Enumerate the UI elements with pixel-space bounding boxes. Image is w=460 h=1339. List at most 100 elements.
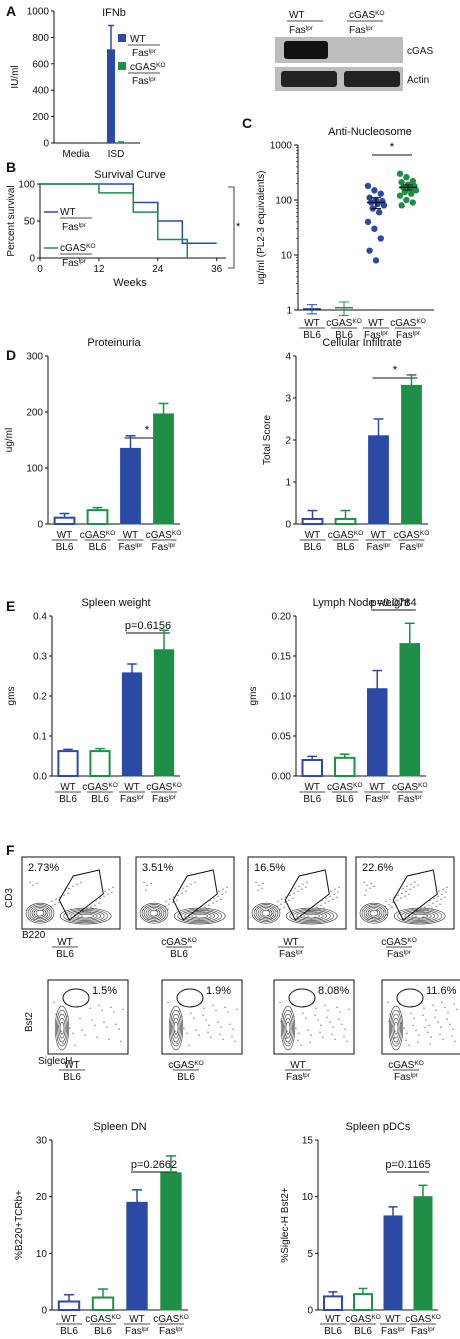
event-dot	[182, 887, 184, 889]
y-tick-label: 0.3	[33, 652, 47, 663]
contour	[171, 1013, 181, 1043]
event-dot	[234, 1040, 236, 1042]
group-label-line1: cGASKO	[168, 1060, 204, 1072]
event-dot	[108, 1038, 110, 1040]
event-dot	[202, 1014, 204, 1016]
event-dot	[217, 895, 219, 897]
event-dot	[205, 1019, 207, 1021]
event-dot	[445, 891, 447, 893]
event-dot	[331, 1033, 333, 1035]
event-dot	[80, 881, 82, 883]
contour	[390, 1009, 402, 1047]
event-dot	[336, 896, 338, 898]
event-dot	[442, 1038, 444, 1040]
bar	[401, 384, 422, 525]
y-tick-label: 800	[32, 33, 49, 44]
event-dot	[163, 910, 165, 912]
contour	[392, 1017, 400, 1039]
chart-title: Survival Curve	[94, 169, 166, 181]
event-dot	[160, 907, 162, 909]
event-dot	[388, 903, 390, 905]
event-dot	[380, 907, 382, 909]
group-label-line1: cGASKO	[388, 1060, 424, 1072]
event-dot	[53, 1001, 55, 1003]
event-dot	[346, 1040, 348, 1042]
y-tick-label: 100	[26, 464, 43, 475]
group-label-line2: BL6	[303, 330, 321, 341]
event-dot	[267, 914, 269, 916]
contour	[70, 911, 101, 921]
event-dot	[103, 895, 105, 897]
gate-percent: 2.73%	[28, 862, 59, 874]
data-point	[376, 209, 383, 216]
event-dot	[194, 881, 196, 883]
event-dot	[343, 1035, 345, 1037]
significance-label: *	[145, 423, 150, 437]
event-dot	[41, 914, 43, 916]
event-dot	[348, 1008, 350, 1010]
data-point	[371, 187, 378, 194]
group-label-line1: cGASKO	[146, 530, 182, 542]
y-tick-label: 0	[41, 1306, 47, 1317]
contour	[251, 902, 281, 924]
event-dot	[441, 893, 443, 895]
event-dot	[320, 904, 322, 906]
event-dot	[398, 1010, 400, 1012]
event-dot	[115, 1023, 117, 1025]
data-point	[377, 235, 384, 242]
event-dot	[433, 897, 435, 899]
chart-title: Cellular Infiltrate	[322, 337, 401, 349]
event-dot	[58, 901, 60, 903]
event-dot	[320, 1024, 322, 1026]
event-dot	[307, 915, 309, 917]
group-label-line1: WT	[368, 318, 384, 329]
event-dot	[411, 917, 413, 919]
group-label-line2: BL6	[304, 542, 322, 553]
y-tick-label: 0.4	[33, 612, 47, 623]
y-tick-label: 1	[285, 478, 291, 489]
data-point	[403, 173, 410, 181]
event-dot	[168, 903, 170, 905]
y-tick-label: 0.15	[272, 652, 292, 663]
event-dot	[220, 898, 222, 900]
y-axis-label: %Siglec-H Bst2+	[280, 1187, 291, 1262]
event-dot	[363, 881, 365, 883]
event-dot	[280, 903, 282, 905]
panel-letter: D	[6, 347, 16, 363]
event-dot	[292, 897, 294, 899]
contour	[31, 907, 49, 920]
event-dot	[417, 884, 419, 886]
event-dot	[300, 1044, 302, 1046]
event-dot	[294, 887, 296, 889]
event-dot	[176, 899, 178, 901]
event-dot	[288, 899, 290, 901]
chart-title: Spleen DN	[93, 1121, 146, 1133]
event-dot	[268, 909, 270, 911]
group-label-line2: BL6	[60, 1326, 78, 1337]
group-label-line1: cGASKO	[390, 318, 426, 330]
group-label-line2: BL6	[336, 794, 354, 805]
data-point	[364, 218, 372, 226]
blot-lane-label: cGASKO	[349, 10, 385, 22]
group-label-line2: BL6	[337, 542, 355, 553]
event-dot	[332, 1026, 334, 1028]
bar	[86, 509, 109, 526]
event-dot	[122, 1008, 124, 1010]
event-dot	[396, 1042, 398, 1044]
group-label-line1: WT	[61, 1314, 77, 1325]
bar	[413, 1196, 433, 1311]
event-dot	[81, 915, 83, 917]
event-dot	[183, 1027, 185, 1029]
event-dot	[213, 897, 215, 899]
bar	[399, 643, 420, 777]
y-tick-label: 100	[275, 196, 292, 207]
event-dot	[63, 894, 65, 896]
event-dot	[431, 907, 433, 909]
event-dot	[374, 919, 376, 921]
x-tick-label: 12	[93, 264, 105, 275]
contour	[143, 905, 165, 921]
contour	[58, 1017, 66, 1039]
event-dot	[410, 883, 412, 885]
event-dot	[307, 1029, 309, 1031]
event-dot	[386, 913, 388, 915]
